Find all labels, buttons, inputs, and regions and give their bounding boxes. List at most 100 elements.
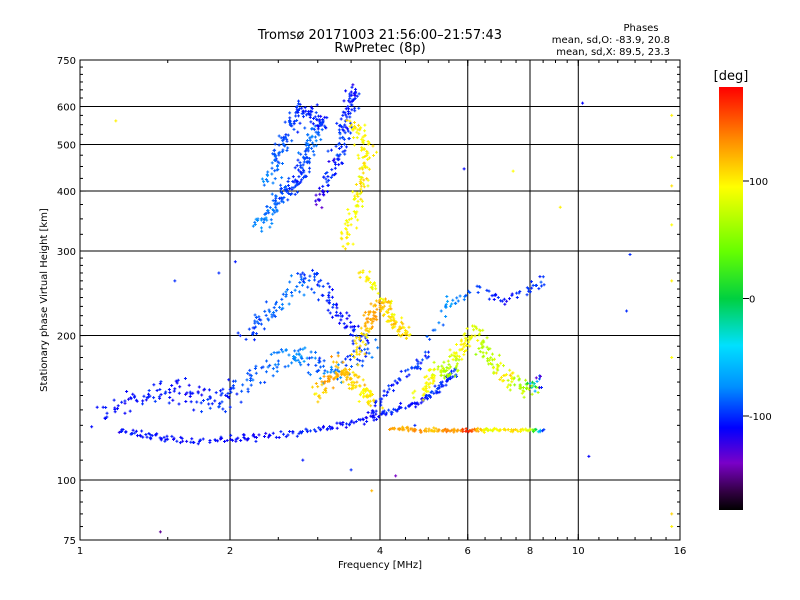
data-point: [260, 177, 264, 181]
data-point: [271, 374, 275, 378]
data-point: [353, 106, 357, 110]
data-point: [310, 146, 314, 150]
data-point: [196, 442, 200, 446]
data-point: [353, 215, 357, 219]
data-point: [272, 306, 276, 310]
data-point: [335, 377, 339, 381]
data-point: [538, 275, 542, 279]
data-point: [323, 389, 327, 393]
data-point: [343, 131, 347, 135]
data-point: [384, 310, 388, 314]
data-point: [346, 109, 350, 113]
data-point: [478, 285, 482, 289]
data-point: [366, 184, 370, 188]
data-point: [321, 119, 325, 123]
data-point: [448, 304, 452, 308]
data-point: [379, 296, 383, 300]
data-point: [362, 422, 366, 426]
data-point: [466, 340, 470, 344]
data-point: [287, 192, 291, 196]
data-point: [197, 385, 201, 389]
data-point: [487, 358, 491, 362]
data-point: [357, 418, 361, 422]
data-point: [275, 351, 279, 355]
data-point: [278, 196, 282, 200]
data-point: [371, 414, 375, 418]
data-point: [509, 383, 513, 387]
data-point: [354, 419, 358, 423]
data-point: [482, 431, 486, 435]
data-point: [337, 370, 341, 374]
data-point: [343, 123, 347, 127]
data-point: [432, 426, 436, 430]
data-point: [439, 369, 443, 373]
data-point: [498, 378, 502, 382]
data-point: [323, 381, 327, 385]
data-point: [371, 144, 375, 148]
data-point: [319, 121, 323, 125]
data-point: [394, 474, 398, 478]
data-point: [117, 430, 121, 434]
data-point: [266, 209, 270, 213]
data-point: [268, 363, 272, 367]
data-point: [352, 329, 356, 333]
data-point: [458, 294, 462, 298]
data-point: [455, 362, 459, 366]
data-point: [369, 394, 373, 398]
data-point: [208, 406, 212, 410]
data-point: [371, 282, 375, 286]
data-point: [164, 390, 168, 394]
data-point: [158, 530, 162, 534]
data-point: [159, 438, 163, 442]
data-point: [359, 197, 363, 201]
data-point: [349, 320, 353, 324]
data-point: [251, 378, 255, 382]
data-point: [310, 356, 314, 360]
data-point: [439, 309, 443, 313]
y-tick-label: 600: [57, 103, 76, 114]
data-point: [344, 145, 348, 149]
data-point: [120, 400, 124, 404]
data-point: [290, 294, 294, 298]
data-point: [373, 284, 377, 288]
y-tick-label: 500: [57, 141, 76, 152]
data-point: [400, 425, 404, 429]
data-point: [311, 127, 315, 131]
data-point: [280, 302, 284, 306]
data-point: [308, 112, 312, 116]
data-point: [335, 426, 339, 430]
data-point: [144, 432, 148, 436]
data-point: [314, 193, 318, 197]
data-point: [338, 132, 342, 136]
data-point: [344, 363, 348, 367]
data-point: [263, 212, 267, 216]
data-point: [295, 118, 299, 122]
data-point: [432, 368, 436, 372]
data-point: [339, 311, 343, 315]
data-point: [141, 402, 145, 406]
data-point: [542, 283, 546, 287]
data-point: [482, 340, 486, 344]
data-point: [349, 121, 353, 125]
data-point: [339, 376, 343, 380]
data-point: [275, 208, 279, 212]
data-point: [235, 392, 239, 396]
data-point: [361, 359, 365, 363]
data-point: [363, 321, 367, 325]
data-point: [301, 279, 305, 283]
data-point: [413, 429, 417, 433]
data-point: [363, 155, 367, 159]
data-point: [367, 167, 371, 171]
data-point: [303, 276, 307, 280]
data-point: [484, 351, 488, 355]
data-point: [240, 389, 244, 393]
data-point: [534, 427, 538, 431]
data-point: [522, 395, 526, 399]
data-point: [283, 188, 287, 192]
data-point: [342, 137, 346, 141]
data-point: [379, 403, 383, 407]
data-point: [431, 381, 435, 385]
data-point: [95, 405, 99, 409]
data-point: [335, 310, 339, 314]
data-point: [322, 190, 326, 194]
